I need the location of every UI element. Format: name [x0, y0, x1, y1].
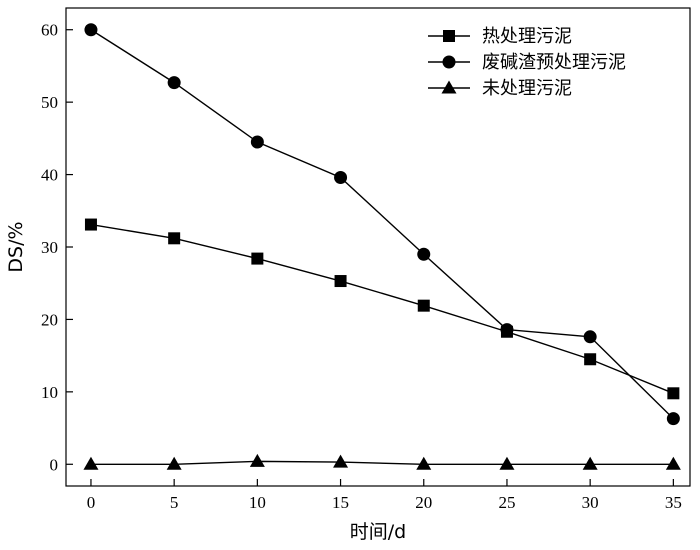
x-tick-label: 5	[170, 493, 179, 512]
y-tick-label: 50	[41, 93, 58, 112]
legend-item: 未处理污泥	[428, 78, 572, 99]
x-tick-label: 30	[582, 493, 599, 512]
y-tick-label: 30	[41, 238, 58, 257]
data-point-circle	[666, 412, 680, 426]
y-axis-title: DS/%	[5, 221, 27, 272]
data-point-circle	[334, 170, 348, 184]
data-point-square	[667, 387, 680, 400]
x-tick-label: 25	[498, 493, 515, 512]
y-tick-label: 10	[41, 383, 58, 402]
data-point-triangle	[249, 453, 265, 467]
y-tick-label: 40	[41, 166, 58, 185]
data-point-circle	[583, 330, 597, 344]
data-point-triangle	[665, 456, 681, 470]
legend-item: 热处理污泥	[428, 26, 572, 47]
data-point-square	[251, 252, 264, 265]
legend-label: 热处理污泥	[482, 26, 572, 47]
legend-marker-triangle	[441, 80, 457, 94]
series-line-square	[90, 223, 674, 394]
data-point-triangle	[582, 456, 598, 470]
y-tick-label: 20	[41, 310, 58, 329]
y-tick-label: 60	[41, 21, 58, 40]
plot-border	[65, 7, 691, 487]
data-point-circle	[250, 135, 264, 149]
data-point-square	[334, 275, 347, 288]
x-axis-ticks: 0 5 10 15 20 25 30 35	[87, 479, 682, 512]
x-tick-label: 15	[332, 493, 349, 512]
data-point-circle	[500, 323, 514, 337]
x-tick-label: 10	[249, 493, 266, 512]
series-line-circle	[90, 29, 674, 420]
x-tick-label: 20	[415, 493, 432, 512]
data-point-triangle	[166, 456, 182, 470]
series-line-triangle	[90, 460, 674, 465]
data-point-circle	[84, 23, 98, 37]
series-layer	[83, 23, 681, 470]
data-point-triangle	[83, 456, 99, 470]
series-triangle	[83, 453, 681, 470]
x-tick-label: 0	[87, 493, 96, 512]
plot-frame	[65, 7, 691, 487]
data-point-circle	[167, 76, 181, 90]
legend-label: 未处理污泥	[482, 78, 572, 99]
x-axis-title: 时间/d	[350, 521, 406, 543]
data-point-square	[84, 218, 97, 231]
legend-item: 废碱渣预处理污泥	[428, 52, 626, 73]
series-square	[84, 218, 680, 400]
legend-marker-square	[443, 30, 455, 42]
data-point-triangle	[333, 454, 349, 468]
data-point-square	[417, 299, 430, 312]
series-circle	[84, 23, 680, 426]
data-point-triangle	[416, 456, 432, 470]
legend-label: 废碱渣预处理污泥	[482, 52, 626, 73]
data-point-triangle	[499, 456, 515, 470]
x-tick-label: 35	[665, 493, 682, 512]
data-point-square	[584, 353, 597, 366]
legend-marker-circle	[442, 55, 456, 69]
data-point-square	[168, 232, 181, 245]
data-point-circle	[417, 247, 431, 261]
y-axis-ticks: 0 10 20 30 40 50 60	[41, 21, 73, 474]
y-tick-label: 0	[50, 455, 59, 474]
